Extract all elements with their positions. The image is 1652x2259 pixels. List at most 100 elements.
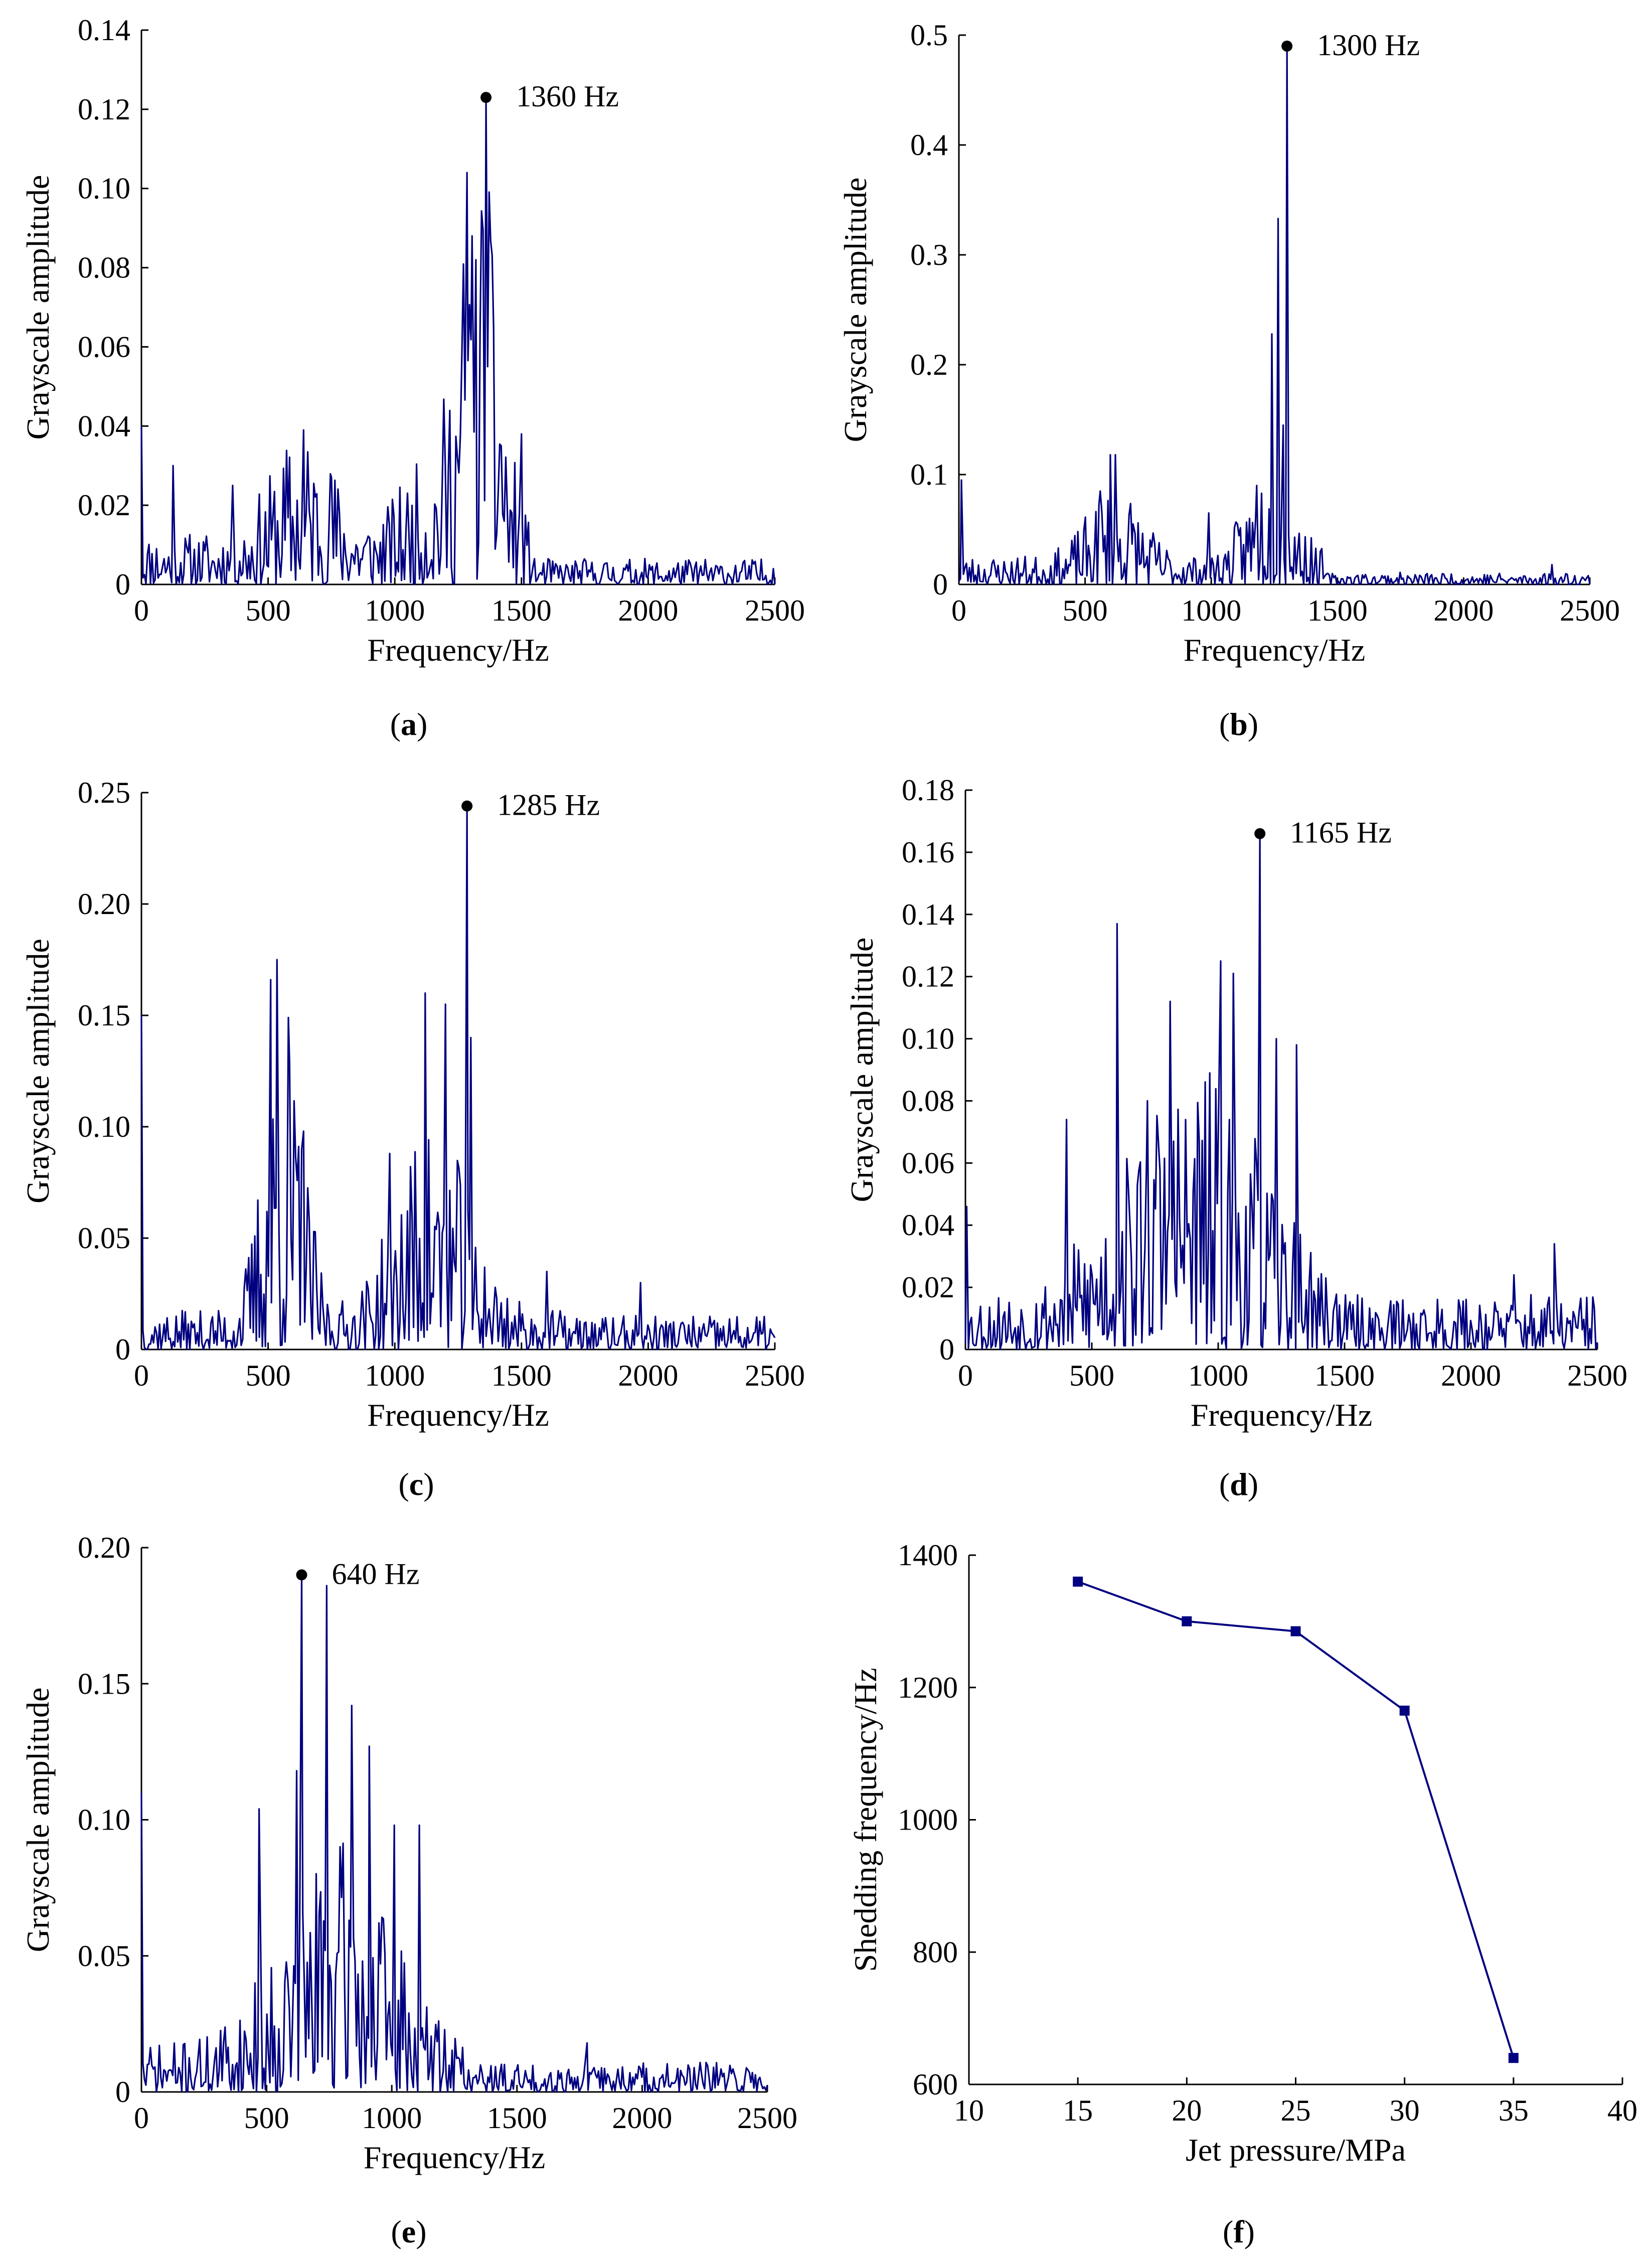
y-tick-label: 0.18 [902, 774, 954, 807]
x-tick-label: 1500 [487, 2101, 547, 2135]
y-tick-label: 0 [939, 1333, 954, 1366]
peak-marker [1254, 828, 1266, 839]
y-tick-label: 0.10 [78, 1110, 130, 1143]
y-tick-label: 0.04 [902, 1209, 954, 1242]
chart-panel-e: 0 500 1000 1500 2000 2500 0 0.05 0.10 0.15 0.20 Fre… [20, 1531, 797, 2249]
x-tick-label: 10 [954, 2094, 984, 2127]
spectrum-line [140, 1574, 768, 2093]
chart-panel-a: 0 500 1000 1500 2000 2500 0 0.02 0.04 0.06 0.08 0.1… [20, 14, 805, 742]
y-tick-label: 0.20 [78, 1531, 130, 1564]
x-tick-label: 0 [951, 594, 966, 627]
y-axis-label: Grayscale amplitude [20, 175, 56, 440]
x-tick-label: 1000 [362, 2101, 422, 2135]
x-tick-label: 500 [246, 1359, 291, 1392]
y-tick-label: 0.02 [902, 1271, 954, 1304]
y-tick-label: 0.10 [902, 1022, 954, 1056]
x-axis-label: Frequency/Hz [1191, 1397, 1373, 1433]
x-tick-label: 2500 [1560, 594, 1620, 627]
x-tick-label: 25 [1281, 2094, 1311, 2127]
panel-label-c: (c) [398, 1466, 434, 1502]
panel-label-d: (d) [1219, 1466, 1258, 1502]
x-tick-label: 2500 [745, 594, 805, 627]
panel-label-a: (a) [390, 706, 428, 742]
peak-label: 1300 Hz [1317, 29, 1420, 62]
y-axis-label: Grayscale amplitude [844, 938, 880, 1202]
x-tick-label: 2000 [612, 2101, 672, 2135]
x-tick-label: 2000 [618, 1359, 678, 1392]
peak-label: 1165 Hz [1290, 816, 1392, 849]
x-tick-label: 1000 [365, 594, 425, 627]
x-tick-label: 1000 [1188, 1359, 1248, 1392]
y-tick-label: 0.04 [78, 409, 130, 442]
y-tick-label: 0 [115, 1333, 130, 1366]
x-tick-label: 2000 [618, 594, 678, 627]
y-tick-label: 0.15 [78, 999, 130, 1032]
x-tick-label: 40 [1607, 2094, 1637, 2127]
peak-marker [1281, 40, 1293, 52]
y-tick-label: 0.14 [78, 14, 130, 47]
x-tick-label: 15 [1063, 2094, 1093, 2127]
y-tick-label: 0.08 [78, 251, 130, 284]
y-tick-label: 0 [933, 568, 948, 601]
data-point-marker [1290, 1626, 1301, 1636]
spectrum-line [964, 833, 1598, 1350]
chart-panel-d: 0 500 1000 1500 2000 2500 0 0.02 0.04 0.06 0.08 0.1… [844, 774, 1627, 1502]
x-tick-label: 1500 [1307, 594, 1368, 627]
y-axis-label: Grayscale amplitude [20, 1688, 56, 1952]
y-tick-label: 0.06 [902, 1146, 954, 1179]
peak-marker [480, 92, 492, 103]
y-tick-label: 0.08 [902, 1084, 954, 1117]
x-tick-label: 0 [134, 2101, 149, 2135]
y-tick-label: 0 [115, 568, 130, 601]
data-point-marker [1399, 1705, 1410, 1716]
y-tick-label: 0.10 [78, 172, 130, 205]
data-point-marker [1182, 1616, 1192, 1626]
x-tick-label: 500 [1063, 594, 1108, 627]
y-axis-label: Grayscale amplitude [838, 178, 873, 442]
y-tick-label: 0.06 [78, 330, 130, 363]
y-tick-label: 1400 [898, 1539, 958, 1572]
y-tick-label: 0.12 [78, 93, 130, 126]
x-tick-label: 1000 [1181, 594, 1241, 627]
y-tick-label: 0.15 [78, 1667, 130, 1700]
y-tick-label: 1000 [898, 1803, 958, 1837]
peak-marker [296, 1569, 307, 1581]
x-tick-label: 0 [134, 594, 149, 627]
panel-label-f: (f) [1223, 2214, 1255, 2249]
x-tick-label: 2500 [1567, 1359, 1627, 1392]
data-point-marker [1508, 2053, 1519, 2063]
x-tick-label: 0 [134, 1359, 149, 1392]
peak-label: 1285 Hz [497, 789, 600, 822]
x-tick-label: 1500 [491, 1359, 552, 1392]
y-tick-label: 600 [913, 2068, 958, 2101]
peak-marker [461, 800, 473, 812]
y-axis-label: Shedding frequency/Hz [848, 1668, 883, 1972]
x-tick-label: 2000 [1433, 594, 1494, 627]
chart-panel-b: 0 500 1000 1500 2000 2500 0 0.1 0.2 0.3 0.4 0.5 Freq… [838, 19, 1620, 742]
spectrum-line [958, 45, 1591, 585]
y-axis-label: Grayscale amplitude [20, 939, 56, 1203]
y-tick-label: 0.1 [910, 458, 948, 491]
x-axis-label: Frequency/Hz [367, 1397, 549, 1433]
data-point-marker [1073, 1576, 1083, 1587]
x-tick-label: 0 [958, 1359, 973, 1392]
y-tick-label: 800 [913, 1935, 958, 1969]
spectrum-line [140, 805, 776, 1350]
peak-label: 1360 Hz [516, 80, 619, 113]
x-tick-label: 500 [244, 2101, 289, 2135]
y-tick-label: 0.2 [910, 348, 948, 381]
x-tick-label: 500 [246, 594, 291, 627]
x-tick-label: 30 [1390, 2094, 1420, 2127]
y-tick-label: 0.10 [78, 1803, 130, 1837]
y-tick-label: 0.16 [902, 836, 954, 869]
x-tick-label: 2000 [1441, 1359, 1501, 1392]
y-tick-label: 0.5 [910, 19, 948, 52]
x-axis-label: Frequency/Hz [1184, 632, 1366, 668]
spectrum-line [140, 96, 776, 585]
y-tick-label: 0.4 [910, 128, 948, 162]
y-tick-label: 1200 [898, 1671, 958, 1704]
x-tick-label: 2500 [737, 2101, 797, 2135]
x-tick-label: 1000 [365, 1359, 425, 1392]
y-tick-label: 0.14 [902, 898, 954, 931]
